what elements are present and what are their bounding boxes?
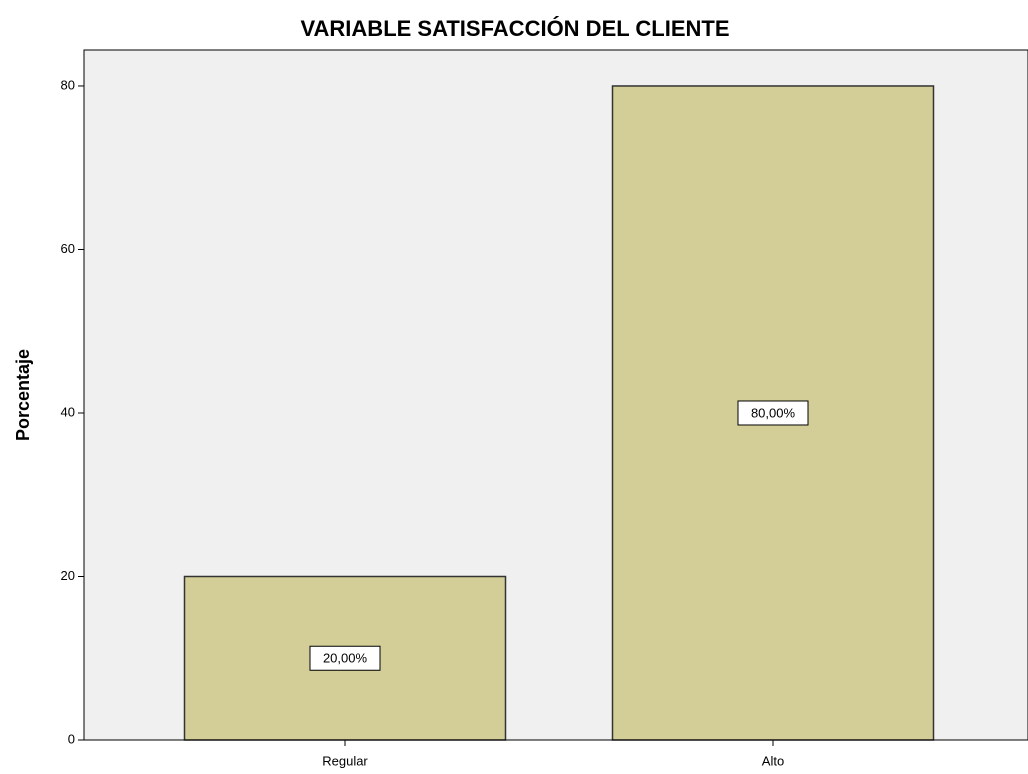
y-tick-label: 20	[61, 568, 75, 583]
value-label-box	[737, 400, 809, 426]
y-tick-label: 60	[61, 241, 75, 256]
y-tick-label: 40	[61, 404, 75, 419]
y-tick-label: 0	[68, 731, 75, 746]
y-axis-label: Porcentaje	[13, 349, 33, 441]
value-label-box	[309, 645, 381, 671]
x-tick-label: Alto	[762, 753, 784, 768]
value-label: 80,00%	[751, 405, 796, 420]
value-label: 20,00%	[323, 651, 368, 666]
y-tick-label: 80	[61, 77, 75, 92]
x-tick-label: Regular	[322, 753, 368, 768]
chart-title: VARIABLE SATISFACCIÓN DEL CLIENTE	[300, 16, 729, 41]
